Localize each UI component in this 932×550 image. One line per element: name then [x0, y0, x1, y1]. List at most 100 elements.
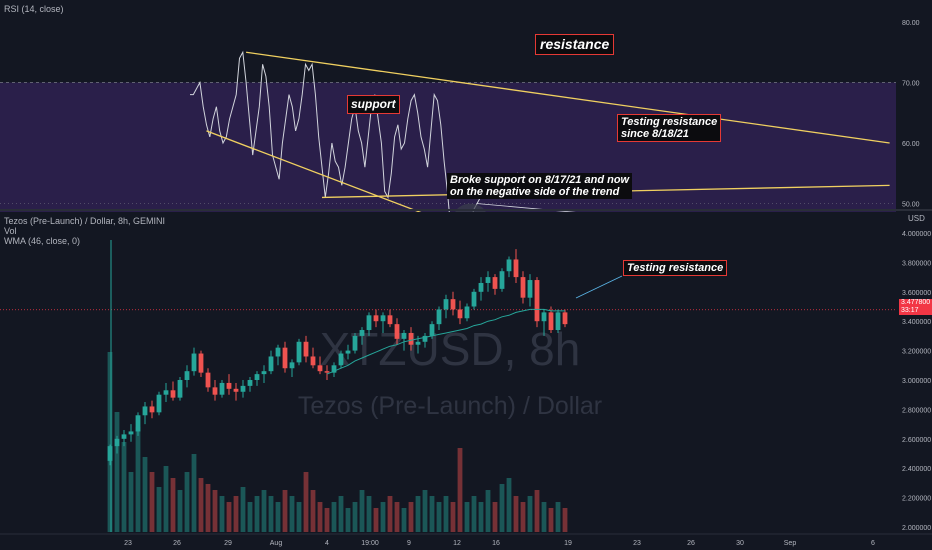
volume-bar: [296, 502, 302, 532]
wma-indicator-label[interactable]: WMA (46, close, 0): [4, 236, 81, 246]
volume-bar: [506, 478, 512, 532]
volume-bar: [338, 496, 344, 532]
candle-body: [240, 385, 246, 392]
volume-bar: [352, 502, 358, 532]
candle-body: [345, 350, 351, 354]
volume-bar: [289, 496, 295, 532]
volume-bar: [443, 496, 449, 532]
candle-body: [373, 315, 379, 322]
candle-body: [422, 335, 428, 342]
support-annotation: support: [347, 95, 400, 114]
volume-bar: [191, 454, 197, 532]
candle-body: [429, 324, 435, 336]
time-tick-label: Aug: [270, 540, 283, 547]
candle-body: [247, 380, 253, 386]
candle-body: [156, 394, 162, 413]
wma-line: [326, 308, 565, 375]
trendline-resistance: [246, 51, 890, 144]
candle-body: [310, 356, 316, 366]
time-tick-label: 23: [124, 540, 132, 547]
volume-bar: [562, 508, 568, 532]
candle-body: [177, 380, 183, 398]
symbol-title[interactable]: Tezos (Pre-Launch) / Dollar, 8h, GEMINI: [4, 216, 166, 226]
candle-body: [226, 382, 232, 389]
candle-body: [184, 371, 190, 380]
candle-body: [387, 315, 393, 325]
price-y-tick-label: 2.400000: [902, 466, 931, 473]
volume-bar: [555, 502, 561, 532]
volume-bar: [450, 502, 456, 532]
volume-bar: [261, 490, 267, 532]
price-background: [0, 212, 932, 534]
volume-bar: [324, 508, 330, 532]
candle-body: [317, 365, 323, 372]
candle-body: [149, 406, 155, 413]
broke-support-line2: on the negative side of the trend: [450, 186, 620, 198]
time-tick-label: 16: [492, 540, 500, 547]
volume-bar: [345, 508, 351, 532]
volume-bar: [387, 496, 393, 532]
volume-bar: [107, 352, 113, 532]
currency-label[interactable]: USD: [908, 214, 925, 223]
candle-body: [513, 259, 519, 278]
volume-bar: [303, 472, 309, 532]
candle-body: [128, 431, 134, 435]
candle-body: [548, 312, 554, 331]
candle-body: [380, 315, 386, 322]
volume-bar: [422, 490, 428, 532]
time-tick-label: 19:00: [361, 540, 379, 547]
time-tick-label: Sep: [784, 540, 797, 547]
candle-body: [275, 347, 281, 357]
time-tick-label: 30: [736, 540, 744, 547]
candle-body: [506, 259, 512, 272]
price-y-tick-label: 3.200000: [902, 349, 931, 356]
volume-bar: [240, 487, 246, 532]
volume-bar: [541, 502, 547, 532]
candle-body: [268, 356, 274, 372]
volume-bar: [527, 496, 533, 532]
volume-bar: [310, 490, 316, 532]
candle-body: [443, 299, 449, 310]
candle-body: [359, 330, 365, 336]
volume-bar: [184, 472, 190, 532]
volume-bar: [149, 472, 155, 532]
volume-bar: [520, 502, 526, 532]
volume-bar: [268, 496, 274, 532]
testing-resistance-since-annotation: Testing resistance since 8/18/21: [617, 114, 722, 142]
vol-indicator-label[interactable]: Vol: [4, 226, 17, 236]
time-tick-label: 12: [453, 540, 461, 547]
price-y-tick-label: 2.000000: [902, 525, 931, 532]
volume-bar: [471, 496, 477, 532]
volume-bar: [163, 466, 169, 532]
volume-bar: [331, 502, 337, 532]
rsi-indicator-label[interactable]: RSI (14, close): [4, 4, 64, 14]
volume-bar: [513, 496, 519, 532]
volume-bar: [317, 502, 323, 532]
candle-body: [366, 315, 372, 331]
volume-bar: [226, 502, 232, 532]
rsi-y-tick-label: 60.00: [902, 141, 920, 148]
candle-body: [562, 312, 568, 325]
volume-bar: [436, 502, 442, 532]
price-y-tick-label: 2.800000: [902, 407, 931, 414]
volume-bar: [142, 457, 148, 532]
time-axis: 23 26 29 Aug 4 19:00 9 12 16 19 23 26 30 Sep 6: [0, 533, 932, 550]
volume-bar: [170, 478, 176, 532]
volume-bar: [359, 490, 365, 532]
broke-support-line1: Broke support on 8/17/21 and now: [450, 174, 630, 186]
candle-body: [464, 306, 470, 319]
candle-body: [219, 382, 225, 395]
candle-body: [107, 446, 113, 461]
candle-body: [254, 374, 260, 380]
candle-body: [478, 282, 484, 292]
volume-bar: [429, 496, 435, 532]
volume-bar: [478, 502, 484, 532]
candle-body: [282, 347, 288, 369]
price-pane: XTZUSD, 8h Tezos (Pre-Launch) / Dollar 4.0…: [0, 212, 932, 534]
rsi-y-tick-label: 80.00: [902, 20, 920, 27]
candle-body: [135, 415, 141, 432]
volume-bar: [212, 490, 218, 532]
watermark-symbol: XTZUSD, 8h: [320, 323, 581, 375]
